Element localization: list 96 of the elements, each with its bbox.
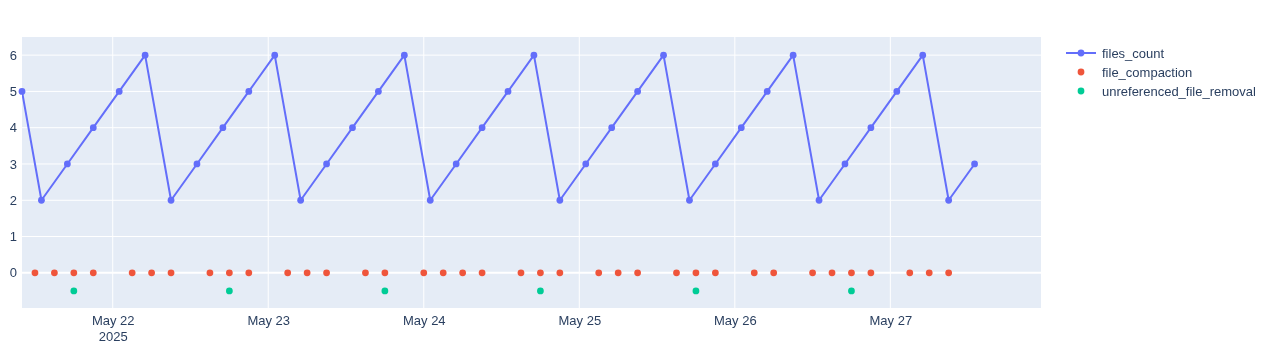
point xyxy=(375,88,382,95)
point xyxy=(828,269,836,277)
y-tick-label: 1 xyxy=(9,229,17,245)
point xyxy=(582,160,590,168)
point xyxy=(763,88,771,95)
point xyxy=(686,196,693,204)
point xyxy=(504,88,512,95)
point xyxy=(115,88,123,95)
point xyxy=(614,269,622,277)
point xyxy=(556,269,564,277)
point xyxy=(148,269,155,277)
point xyxy=(38,196,45,204)
point xyxy=(478,269,486,277)
point xyxy=(167,269,175,277)
point xyxy=(70,269,78,277)
point xyxy=(478,124,486,132)
point xyxy=(634,88,641,95)
point xyxy=(271,51,279,59)
y-tick-label: 5 xyxy=(9,84,17,100)
point xyxy=(711,160,719,168)
x-tick-label: May 25 xyxy=(558,313,602,329)
y-tick-label: 2 xyxy=(9,192,17,208)
point xyxy=(893,88,901,95)
point xyxy=(692,287,700,295)
point xyxy=(919,51,927,59)
point xyxy=(206,269,214,277)
point xyxy=(284,269,292,277)
point xyxy=(245,88,253,95)
x-tick-label: May 22 2025 xyxy=(91,313,135,345)
point xyxy=(225,269,233,277)
point xyxy=(31,269,39,277)
point xyxy=(426,196,434,204)
point xyxy=(89,269,97,277)
point xyxy=(452,160,460,168)
point xyxy=(692,269,700,277)
point xyxy=(770,269,778,277)
point xyxy=(537,287,544,295)
point xyxy=(381,269,389,277)
point xyxy=(459,269,467,277)
point xyxy=(323,160,330,168)
point xyxy=(867,124,875,132)
point xyxy=(971,160,978,168)
point xyxy=(634,269,641,277)
point xyxy=(537,269,544,277)
point xyxy=(439,269,447,277)
point xyxy=(400,51,408,59)
point xyxy=(711,269,719,277)
legend-label: files_count xyxy=(1102,45,1165,61)
x-tick-label: May 27 xyxy=(869,313,913,329)
point xyxy=(841,160,849,168)
y-tick-label: 6 xyxy=(9,47,17,63)
x-tick-label: May 26 xyxy=(713,313,757,329)
point xyxy=(303,269,311,277)
y-tick-label: 3 xyxy=(9,156,17,172)
y-tick-label: 0 xyxy=(9,265,17,281)
point xyxy=(815,196,823,204)
point xyxy=(867,269,875,277)
point xyxy=(750,269,758,277)
point xyxy=(906,269,914,277)
point xyxy=(381,287,389,295)
point xyxy=(945,269,953,277)
point xyxy=(362,269,369,277)
x-tick-label: May 23 xyxy=(247,313,291,329)
point xyxy=(530,51,538,59)
point xyxy=(517,269,525,277)
point xyxy=(219,124,227,132)
point xyxy=(141,51,149,59)
point xyxy=(809,269,816,277)
point xyxy=(63,160,71,168)
legend-label: unreferenced_file_removal xyxy=(1102,83,1257,99)
legend-label: file_compaction xyxy=(1102,64,1193,80)
y-tick-label: 4 xyxy=(9,120,17,136)
point xyxy=(193,160,201,168)
point xyxy=(945,196,953,204)
point xyxy=(245,269,253,277)
point xyxy=(556,196,564,204)
point xyxy=(660,51,667,59)
point xyxy=(225,287,233,295)
point xyxy=(420,269,428,277)
point xyxy=(349,124,356,132)
point xyxy=(737,124,745,132)
point xyxy=(70,287,78,295)
point xyxy=(608,124,616,132)
point xyxy=(51,269,58,277)
x-tick-label: May 24 xyxy=(402,313,446,329)
point xyxy=(89,124,97,132)
point xyxy=(323,269,330,277)
point xyxy=(595,269,603,277)
point xyxy=(167,196,175,204)
point xyxy=(789,51,797,59)
point xyxy=(848,269,855,277)
point xyxy=(297,196,305,204)
point xyxy=(128,269,136,277)
point xyxy=(848,287,855,295)
point xyxy=(673,269,680,277)
point xyxy=(925,269,933,277)
